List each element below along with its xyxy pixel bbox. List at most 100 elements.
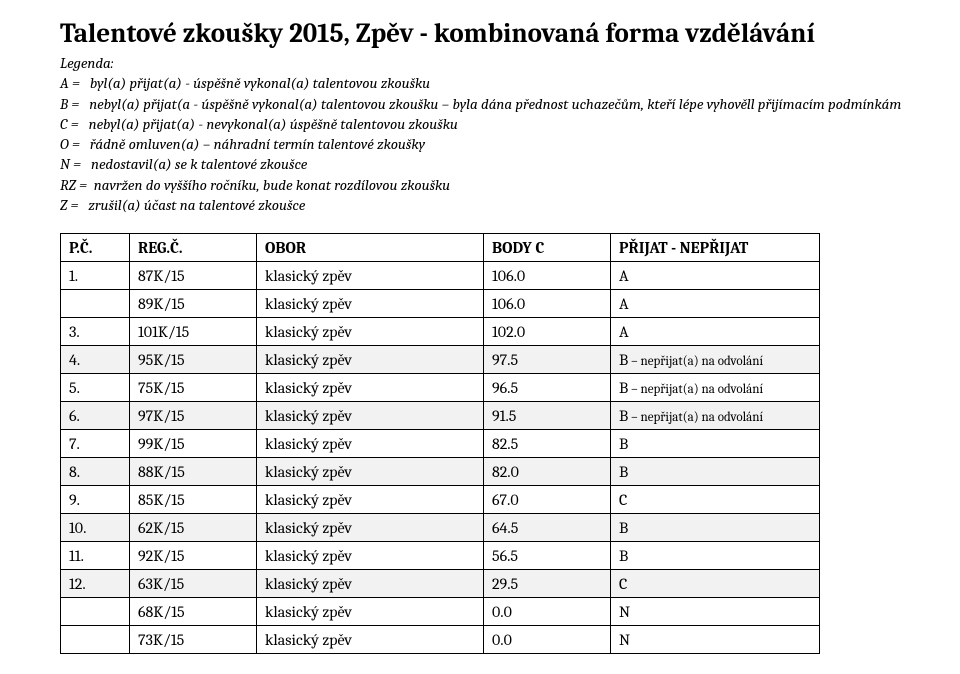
legend-line: O = řádně omluven(a) – náhradní termín t… — [60, 134, 920, 154]
cell-prijat: A — [611, 262, 820, 290]
cell-reg: 97K/15 — [130, 402, 257, 430]
cell-pc: 1. — [61, 262, 130, 290]
cell-pc: 4. — [61, 346, 130, 374]
table-row: 89K/15klasický zpěv106.0A — [61, 290, 820, 318]
cell-body: 0.0 — [484, 598, 611, 626]
cell-reg: 101K/15 — [130, 318, 257, 346]
cell-reg: 89K/15 — [130, 290, 257, 318]
cell-obor: klasický zpěv — [257, 318, 484, 346]
cell-prijat: C — [611, 486, 820, 514]
prijat-code: B — [619, 407, 628, 425]
cell-obor: klasický zpěv — [257, 542, 484, 570]
cell-prijat: A — [611, 290, 820, 318]
cell-body: 29.5 — [484, 570, 611, 598]
cell-obor: klasický zpěv — [257, 514, 484, 542]
col-header-pc: P.Č. — [61, 234, 130, 262]
cell-reg: 95K/15 — [130, 346, 257, 374]
prijat-code: B — [619, 519, 628, 537]
legend-line: Z = zrušil(a) účast na talentové zkoušce — [60, 195, 920, 215]
cell-prijat: B — [611, 542, 820, 570]
cell-prijat: B – nepřijat(a) na odvolání — [611, 374, 820, 402]
cell-body: 56.5 — [484, 542, 611, 570]
cell-reg: 73K/15 — [130, 626, 257, 654]
prijat-code: N — [619, 631, 630, 649]
page-title: Talentové zkoušky 2015, Zpěv - kombinova… — [60, 18, 920, 49]
cell-body: 106.0 — [484, 262, 611, 290]
cell-pc: 9. — [61, 486, 130, 514]
legend-line: RZ = navržen do vyššího ročníku, bude ko… — [60, 175, 920, 195]
cell-pc — [61, 626, 130, 654]
cell-body: 67.0 — [484, 486, 611, 514]
prijat-code: B — [619, 463, 628, 481]
cell-body: 91.5 — [484, 402, 611, 430]
col-header-body: BODY C — [484, 234, 611, 262]
cell-pc: 12. — [61, 570, 130, 598]
cell-pc: 10. — [61, 514, 130, 542]
cell-obor: klasický zpěv — [257, 430, 484, 458]
table-row: 3.101K/15klasický zpěv102.0 A — [61, 318, 820, 346]
table-row: 6.97K/15klasický zpěv91.5B – nepřijat(a)… — [61, 402, 820, 430]
prijat-code: A — [619, 267, 629, 285]
prijat-code: A — [619, 323, 629, 341]
legend-block: Legenda: A = byl(a) přijat(a) - úspěšně … — [60, 53, 920, 215]
table-row: 10.62K/15klasický zpěv64.5 B — [61, 514, 820, 542]
cell-obor: klasický zpěv — [257, 570, 484, 598]
cell-pc: 8. — [61, 458, 130, 486]
cell-reg: 99K/15 — [130, 430, 257, 458]
legend-line: N = nedostavil(a) se k talentové zkoušce — [60, 154, 920, 174]
cell-reg: 75K/15 — [130, 374, 257, 402]
prijat-code: C — [619, 575, 627, 593]
cell-obor: klasický zpěv — [257, 458, 484, 486]
table-row: 4.95K/15klasický zpěv97.5B – nepřijat(a)… — [61, 346, 820, 374]
cell-pc: 7. — [61, 430, 130, 458]
cell-obor: klasický zpěv — [257, 290, 484, 318]
cell-body: 97.5 — [484, 346, 611, 374]
table-header-row: P.Č. REG.Č. OBOR BODY C PŘIJAT - NEPŘIJA… — [61, 234, 820, 262]
cell-pc: 3. — [61, 318, 130, 346]
cell-reg: 62K/15 — [130, 514, 257, 542]
table-row: 1.87K/15klasický zpěv106.0A — [61, 262, 820, 290]
legend-line: C = nebyl(a) přijat(a) - nevykonal(a) ús… — [60, 114, 920, 134]
cell-obor: klasický zpěv — [257, 346, 484, 374]
document-page: Talentové zkoušky 2015, Zpěv - kombinova… — [0, 0, 960, 674]
cell-prijat: B – nepřijat(a) na odvolání — [611, 346, 820, 374]
cell-prijat: B — [611, 458, 820, 486]
cell-body: 82.5 — [484, 430, 611, 458]
cell-obor: klasický zpěv — [257, 486, 484, 514]
legend-line: B = nebyl(a) přijat(a - úspěšně vykonal(… — [60, 94, 920, 114]
cell-body: 96.5 — [484, 374, 611, 402]
table-row: 5.75K/15klasický zpěv96.5B – nepřijat(a)… — [61, 374, 820, 402]
cell-prijat: N — [611, 626, 820, 654]
cell-prijat: C — [611, 570, 820, 598]
cell-reg: 87K/15 — [130, 262, 257, 290]
cell-body: 102.0 — [484, 318, 611, 346]
cell-obor: klasický zpěv — [257, 402, 484, 430]
cell-reg: 85K/15 — [130, 486, 257, 514]
table-row: 9.85K/15klasický zpěv67.0C — [61, 486, 820, 514]
table-row: 12.63K/15klasický zpěv29.5 C — [61, 570, 820, 598]
cell-reg: 63K/15 — [130, 570, 257, 598]
cell-body: 0.0 — [484, 626, 611, 654]
cell-pc — [61, 290, 130, 318]
prijat-code: N — [619, 603, 630, 621]
legend-heading: Legenda: — [60, 53, 920, 73]
col-header-prijat: PŘIJAT - NEPŘIJAT — [611, 234, 820, 262]
table-row: 68K/15klasický zpěv0.0 N — [61, 598, 820, 626]
table-row: 73K/15klasický zpěv0.0N — [61, 626, 820, 654]
table-row: 11.92K/15klasický zpěv56.5B — [61, 542, 820, 570]
cell-pc: 6. — [61, 402, 130, 430]
cell-prijat: B — [611, 430, 820, 458]
cell-obor: klasický zpěv — [257, 598, 484, 626]
cell-reg: 92K/15 — [130, 542, 257, 570]
cell-body: 64.5 — [484, 514, 611, 542]
cell-prijat: B — [611, 514, 820, 542]
results-table: P.Č. REG.Č. OBOR BODY C PŘIJAT - NEPŘIJA… — [60, 233, 820, 654]
cell-pc: 5. — [61, 374, 130, 402]
cell-pc: 11. — [61, 542, 130, 570]
cell-prijat: N — [611, 598, 820, 626]
cell-reg: 68K/15 — [130, 598, 257, 626]
table-row: 8.88K/15klasický zpěv82.0B — [61, 458, 820, 486]
cell-body: 82.0 — [484, 458, 611, 486]
prijat-code: B — [619, 435, 628, 453]
cell-obor: klasický zpěv — [257, 374, 484, 402]
